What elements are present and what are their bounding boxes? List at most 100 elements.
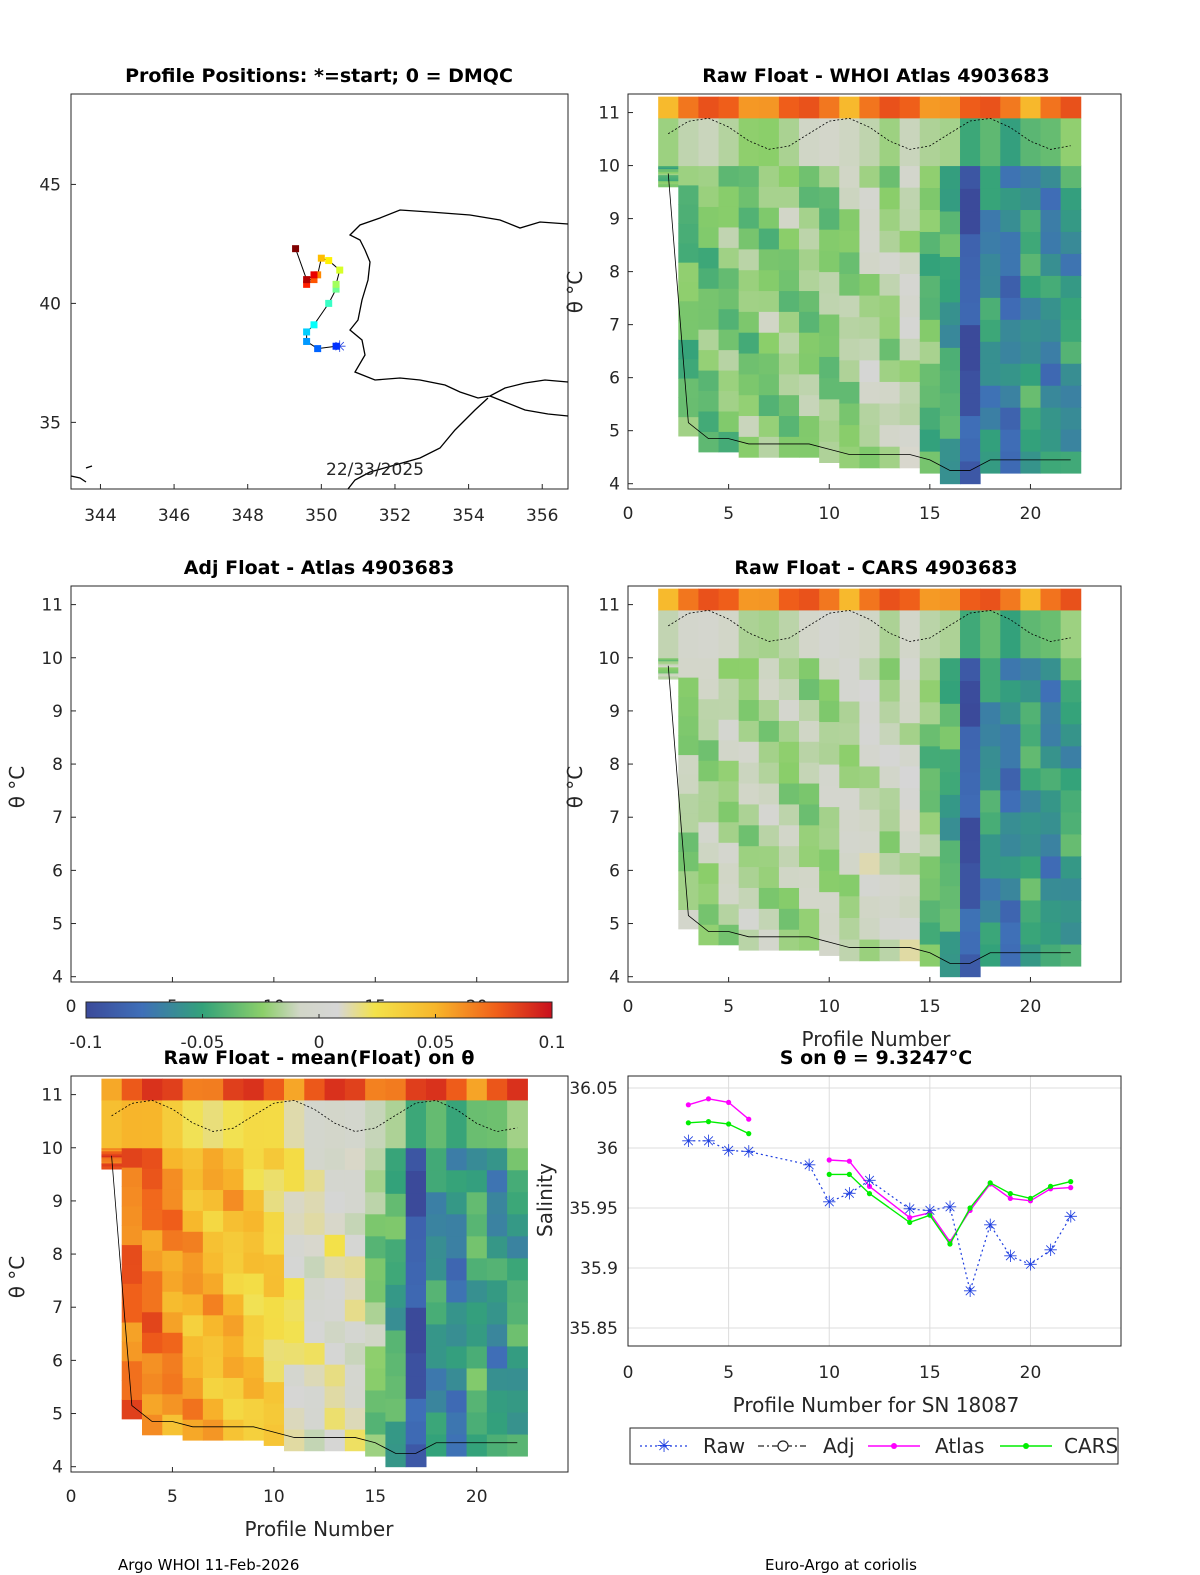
section-cell	[939, 794, 961, 818]
section-cell	[879, 251, 901, 275]
section-cell	[507, 1345, 528, 1369]
section-cell	[385, 1284, 407, 1308]
raw-whoi-ylabel: θ °C	[563, 271, 587, 314]
colorbar-tick-label: 0.05	[417, 1033, 455, 1053]
section-cell	[344, 1099, 366, 1149]
salinity-ytick-label: 36	[596, 1139, 618, 1159]
section-cell	[1040, 451, 1062, 474]
section-cell	[223, 1189, 244, 1211]
salinity-ytick-label: 35.9	[580, 1259, 618, 1279]
section-cell	[899, 701, 921, 724]
section-cell	[1000, 609, 1021, 659]
section-cell	[738, 657, 760, 680]
section-cell	[1020, 165, 1042, 189]
section-cell	[939, 188, 961, 212]
section-cell	[385, 1398, 407, 1422]
section-cell	[466, 1147, 488, 1171]
section-cell	[1020, 429, 1042, 452]
section-cell	[919, 275, 941, 298]
map-panel: Profile Positions: *=start; 0 = DMQC ✳ 2…	[39, 65, 569, 526]
section-cell	[243, 1356, 265, 1378]
section-cell	[202, 1377, 224, 1399]
section-cell	[121, 1360, 143, 1381]
section-cell	[839, 381, 860, 404]
section-cell	[182, 1099, 204, 1149]
section-cell	[1020, 922, 1042, 945]
section-cell	[365, 1191, 386, 1215]
section-cell	[263, 1339, 285, 1361]
section-cell	[919, 855, 941, 879]
section-cell	[486, 1301, 508, 1325]
section-cell	[1020, 117, 1042, 167]
section-cell	[819, 420, 840, 442]
section-cell	[939, 211, 961, 235]
section-cell	[385, 1261, 407, 1285]
salinity-cars-point	[1007, 1191, 1013, 1197]
section-cell	[142, 1078, 163, 1101]
salinity-raw-point: ✳	[822, 1193, 836, 1213]
section-cell	[758, 887, 780, 909]
section-cell	[466, 1169, 488, 1193]
section-cell	[121, 1225, 143, 1246]
section-cell	[658, 170, 679, 173]
section-cell	[718, 588, 740, 611]
section-cell	[466, 1434, 488, 1457]
section-cell	[678, 851, 699, 872]
section-cell	[678, 609, 699, 659]
section-cell	[182, 1210, 204, 1232]
section-cell	[778, 588, 800, 611]
map-profile-marker	[317, 254, 325, 262]
section-cell	[799, 929, 820, 951]
section-cell	[960, 392, 981, 417]
section-cell	[223, 1335, 244, 1358]
section-cell	[446, 1323, 468, 1347]
section-cell	[1000, 767, 1021, 791]
salinity-raw-point: ✳	[983, 1216, 997, 1236]
section-cell	[980, 96, 1001, 119]
section-cell	[365, 1169, 386, 1193]
section-cell	[819, 806, 840, 829]
section-cell	[1060, 877, 1082, 901]
section-cell	[758, 269, 780, 292]
section-cell	[223, 1231, 244, 1253]
section-cell	[980, 789, 1001, 813]
section-cell	[960, 188, 981, 212]
section-cell	[678, 165, 699, 186]
salinity-bg	[628, 1076, 1121, 1346]
map-date-label: 22/33/2025	[326, 460, 424, 480]
section-cell	[758, 415, 780, 437]
section-cell	[243, 1293, 265, 1316]
map-track: ✳	[292, 245, 346, 356]
section-cell	[658, 168, 679, 171]
section-cell	[839, 117, 860, 167]
section-cell	[960, 165, 981, 189]
section-cell	[324, 1255, 346, 1279]
section-cell	[223, 1293, 244, 1316]
section-cell	[678, 677, 699, 697]
section-cell	[1020, 451, 1042, 474]
section-cell	[738, 866, 760, 888]
section-cell	[980, 319, 1001, 342]
section-cell	[1040, 745, 1062, 769]
section-cell	[778, 824, 800, 847]
section-cell	[202, 1231, 224, 1253]
section-cell	[718, 247, 740, 269]
section-cell	[960, 460, 981, 485]
section-cell	[738, 373, 760, 396]
section-cell	[778, 678, 800, 701]
section-cell	[658, 171, 679, 174]
section-cell	[819, 292, 840, 315]
legend-cars-label: CARS	[1064, 1434, 1118, 1458]
section-ytick-label: 8	[52, 755, 63, 775]
section-cell	[385, 1330, 407, 1354]
section-cell	[243, 1078, 265, 1101]
section-cell	[486, 1279, 508, 1303]
section-cell	[778, 165, 800, 187]
section-cell	[718, 267, 740, 289]
section-cell	[839, 251, 860, 275]
section-cell	[101, 1147, 123, 1150]
section-cell	[879, 765, 901, 789]
section-cell	[859, 230, 881, 253]
section-cell	[718, 842, 740, 864]
section-cell	[658, 672, 679, 675]
